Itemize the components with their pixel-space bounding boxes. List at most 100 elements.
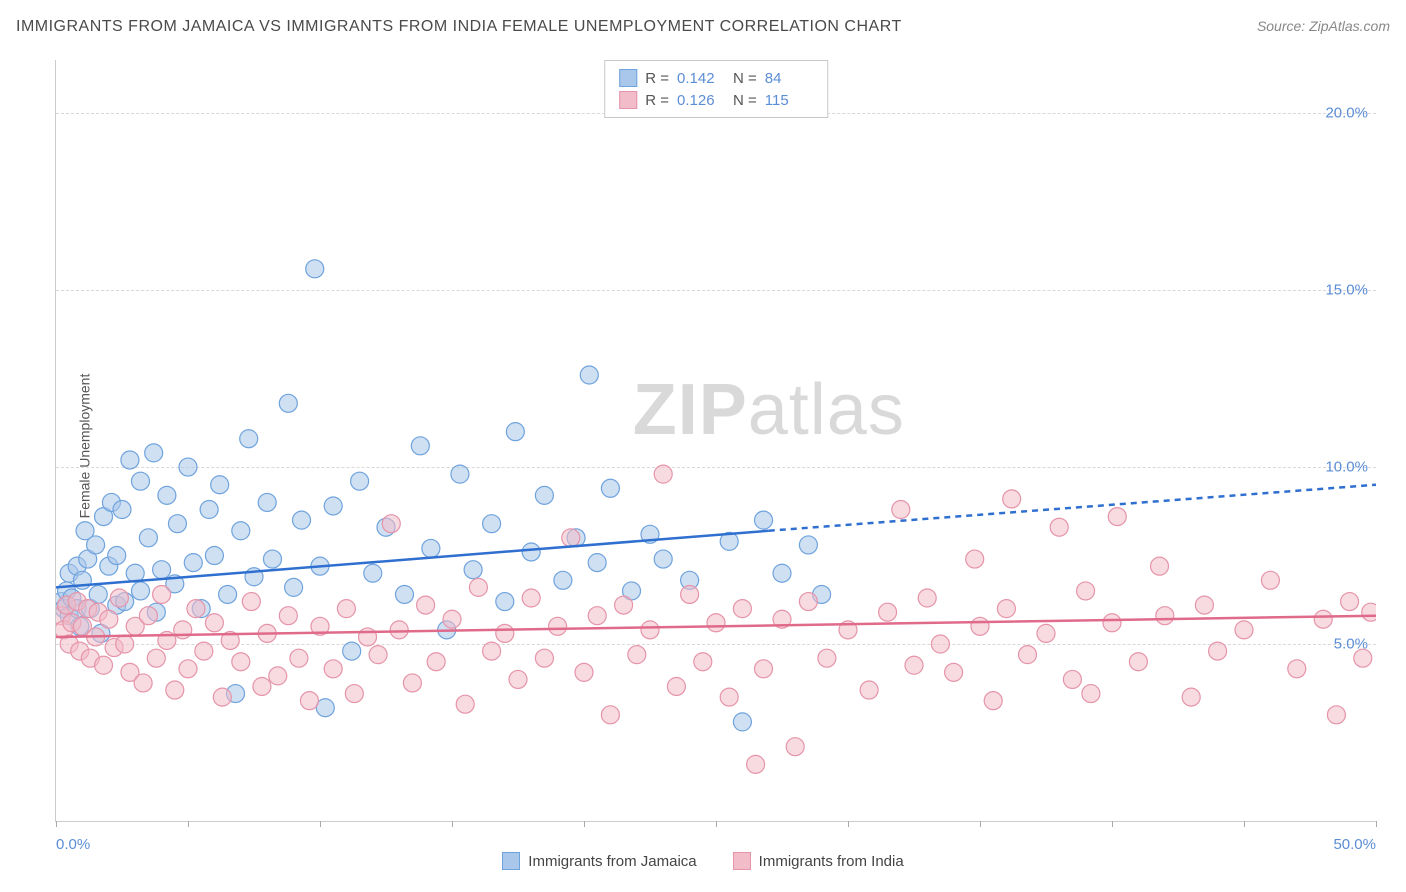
data-point bbox=[153, 585, 171, 603]
data-point bbox=[240, 430, 258, 448]
chart-header: IMMIGRANTS FROM JAMAICA VS IMMIGRANTS FR… bbox=[16, 18, 1390, 36]
data-point bbox=[496, 593, 514, 611]
data-point bbox=[269, 667, 287, 685]
data-point bbox=[253, 677, 271, 695]
data-point bbox=[601, 479, 619, 497]
n-value-jamaica: 84 bbox=[765, 70, 813, 87]
data-point bbox=[1156, 607, 1174, 625]
data-point bbox=[720, 688, 738, 706]
data-point bbox=[984, 692, 1002, 710]
data-point bbox=[116, 635, 134, 653]
r-value-jamaica: 0.142 bbox=[677, 70, 725, 87]
data-point bbox=[469, 578, 487, 596]
data-point bbox=[279, 394, 297, 412]
data-point bbox=[168, 515, 186, 533]
data-point bbox=[496, 624, 514, 642]
data-point bbox=[369, 646, 387, 664]
data-point bbox=[121, 451, 139, 469]
x-tick bbox=[716, 821, 717, 827]
legend-label-india: Immigrants from India bbox=[759, 853, 904, 870]
data-point bbox=[1003, 490, 1021, 508]
data-point bbox=[918, 589, 936, 607]
data-point bbox=[773, 564, 791, 582]
data-point bbox=[879, 603, 897, 621]
chart-title: IMMIGRANTS FROM JAMAICA VS IMMIGRANTS FR… bbox=[16, 18, 902, 36]
data-point bbox=[799, 593, 817, 611]
data-point bbox=[1063, 670, 1081, 688]
x-tick bbox=[1112, 821, 1113, 827]
data-point bbox=[258, 493, 276, 511]
x-tick bbox=[452, 821, 453, 827]
data-point bbox=[195, 642, 213, 660]
x-tick bbox=[1244, 821, 1245, 827]
data-point bbox=[755, 511, 773, 529]
data-point bbox=[382, 515, 400, 533]
data-point bbox=[535, 649, 553, 667]
data-point bbox=[87, 536, 105, 554]
data-point bbox=[443, 610, 461, 628]
data-point bbox=[285, 578, 303, 596]
data-point bbox=[290, 649, 308, 667]
chart-source: Source: ZipAtlas.com bbox=[1257, 18, 1390, 34]
x-tick-label: 50.0% bbox=[1333, 836, 1376, 853]
data-point bbox=[733, 713, 751, 731]
data-point bbox=[1235, 621, 1253, 639]
data-point bbox=[1327, 706, 1345, 724]
data-point bbox=[506, 423, 524, 441]
data-point bbox=[158, 486, 176, 504]
data-point bbox=[588, 554, 606, 572]
data-point bbox=[1362, 603, 1376, 621]
source-prefix: Source: bbox=[1257, 18, 1309, 34]
x-tick bbox=[980, 821, 981, 827]
swatch-jamaica bbox=[619, 69, 637, 87]
legend-swatch-india bbox=[733, 852, 751, 870]
data-point bbox=[1129, 653, 1147, 671]
bottom-legend: Immigrants from Jamaica Immigrants from … bbox=[0, 852, 1406, 870]
source-name: ZipAtlas.com bbox=[1309, 18, 1390, 34]
x-tick bbox=[188, 821, 189, 827]
data-point bbox=[1314, 610, 1332, 628]
data-point bbox=[134, 674, 152, 692]
data-point bbox=[562, 529, 580, 547]
data-point bbox=[575, 663, 593, 681]
data-point bbox=[1037, 624, 1055, 642]
data-point bbox=[187, 600, 205, 618]
data-point bbox=[153, 561, 171, 579]
data-point bbox=[799, 536, 817, 554]
data-point bbox=[694, 653, 712, 671]
data-point bbox=[213, 688, 231, 706]
correlation-stats-box: R = 0.142 N = 84 R = 0.126 N = 115 bbox=[604, 60, 828, 118]
legend-label-jamaica: Immigrants from Jamaica bbox=[528, 853, 696, 870]
data-point bbox=[971, 617, 989, 635]
data-point bbox=[364, 564, 382, 582]
legend-item-india: Immigrants from India bbox=[733, 852, 904, 870]
data-point bbox=[747, 755, 765, 773]
data-point bbox=[905, 656, 923, 674]
data-point bbox=[279, 607, 297, 625]
stats-row-jamaica: R = 0.142 N = 84 bbox=[619, 67, 813, 89]
data-point bbox=[1019, 646, 1037, 664]
data-point bbox=[1151, 557, 1169, 575]
data-point bbox=[588, 607, 606, 625]
x-tick bbox=[1376, 821, 1377, 827]
r-value-india: 0.126 bbox=[677, 92, 725, 109]
chart-plot-area: ZIPatlas R = 0.142 N = 84 R = 0.126 N = … bbox=[55, 60, 1376, 822]
stats-row-india: R = 0.126 N = 115 bbox=[619, 89, 813, 111]
data-point bbox=[306, 260, 324, 278]
legend-item-jamaica: Immigrants from Jamaica bbox=[502, 852, 696, 870]
data-point bbox=[483, 515, 501, 533]
data-point bbox=[997, 600, 1015, 618]
data-point bbox=[615, 596, 633, 614]
data-point bbox=[427, 653, 445, 671]
trend-line-dashed bbox=[769, 485, 1376, 531]
data-point bbox=[681, 585, 699, 603]
data-point bbox=[263, 550, 281, 568]
x-tick bbox=[320, 821, 321, 827]
data-point bbox=[219, 585, 237, 603]
data-point bbox=[110, 589, 128, 607]
data-point bbox=[300, 692, 318, 710]
data-point bbox=[337, 600, 355, 618]
data-point bbox=[1261, 571, 1279, 589]
data-point bbox=[422, 539, 440, 557]
data-point bbox=[147, 649, 165, 667]
